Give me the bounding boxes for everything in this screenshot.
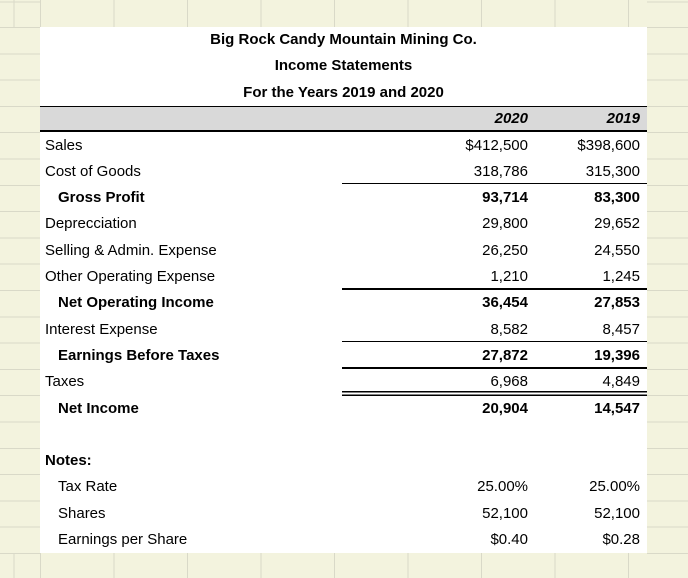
value-2019: $0.28: [602, 530, 640, 548]
value-2020: 25.00%: [477, 478, 528, 496]
value-2020: 27,872: [482, 346, 528, 364]
value-2019: 24,550: [594, 241, 640, 259]
year-header-2019: 2019: [606, 109, 640, 127]
value-2019: 29,652: [594, 215, 640, 233]
value-2019: 8,457: [602, 320, 640, 338]
margin-gridlines-left: [0, 0, 40, 578]
company-name: Big Rock Candy Mountain Mining Co.: [210, 31, 477, 48]
value-2019: 27,853: [594, 294, 640, 312]
table-row: Net Income 20,904 14,547: [40, 395, 647, 421]
value-2020: 52,100: [482, 504, 528, 522]
value-2020: 26,250: [482, 241, 528, 259]
value-2020: 29,800: [482, 215, 528, 233]
value-2020: 6,968: [490, 373, 528, 391]
row-label: Earnings per Share: [58, 530, 188, 548]
column-header-row: 2020 2019: [40, 105, 647, 132]
table-row: Cost of Goods 318,786 315,300: [40, 158, 647, 185]
blank-row: [40, 421, 647, 447]
table-row: Selling & Admin. Expense 26,250 24,550: [40, 237, 647, 263]
table-row: Deprecciation 29,800 29,652: [40, 211, 647, 237]
margin-gridlines-bottom: [0, 553, 688, 578]
value-2019: 1,245: [602, 268, 640, 286]
row-label: Gross Profit: [58, 189, 145, 207]
value-2019: $398,600: [577, 136, 640, 154]
value-2020: $0.40: [490, 530, 528, 548]
row-label: Net Income: [58, 399, 139, 417]
row-label: Sales: [45, 136, 83, 154]
row-label: Cost of Goods: [45, 162, 141, 180]
row-label: Shares: [58, 504, 106, 522]
row-label: Net Operating Income: [58, 294, 214, 312]
value-2020: 93,714: [482, 189, 528, 207]
value-2019: 315,300: [585, 162, 640, 180]
table-row: Tax Rate 25.00% 25.00%: [40, 474, 647, 500]
row-label: Deprecciation: [45, 215, 137, 233]
table-row: Interest Expense 8,582 8,457: [40, 316, 647, 343]
value-2019: 25.00%: [589, 478, 640, 496]
value-2019: 83,300: [594, 189, 640, 207]
value-2019: 52,100: [594, 504, 640, 522]
table-row: Earnings per Share $0.40 $0.28: [40, 526, 647, 552]
notes-heading-row: Notes:: [40, 447, 647, 473]
value-2020: 8,582: [490, 320, 528, 338]
table-row: Taxes 6,968 4,849: [40, 369, 647, 397]
row-label: Other Operating Expense: [45, 268, 216, 286]
income-statement-sheet: Big Rock Candy Mountain Mining Co. Incom…: [40, 27, 647, 553]
value-2020: $412,500: [465, 136, 528, 154]
report-title: Income Statements: [274, 57, 413, 75]
notes-heading: Notes:: [45, 452, 92, 470]
notes-rows: Tax Rate 25.00% 25.00% Shares 52,100 52,100 Ea…: [40, 474, 647, 553]
table-row: Net Operating Income 36,454 27,853: [40, 290, 647, 316]
table-row: Earnings Before Taxes 27,872 19,396: [40, 342, 647, 369]
value-2020: 20,904: [482, 399, 528, 417]
year-header-2020: 2020: [494, 109, 528, 127]
row-label: Earnings Before Taxes: [58, 346, 220, 364]
value-2019: 4,849: [602, 373, 640, 391]
table-row: Other Operating Expense 1,210 1,245: [40, 263, 647, 290]
row-label: Tax Rate: [58, 478, 118, 496]
margin-gridlines-right: [647, 0, 688, 578]
row-label: Interest Expense: [45, 320, 158, 338]
margin-gridlines-top: [0, 0, 688, 27]
statement-rows: Sales $412,500 $398,600 Cost of Goods 318,78…: [40, 132, 647, 421]
row-label: Taxes: [45, 373, 85, 391]
row-label: Selling & Admin. Expense: [45, 241, 217, 259]
report-period: For the Years 2019 and 2020: [243, 83, 444, 101]
value-2020: 36,454: [482, 294, 528, 312]
value-2020: 318,786: [473, 162, 528, 180]
value-2019: 14,547: [594, 399, 640, 417]
value-2019: 19,396: [594, 346, 640, 364]
value-2020: 1,210: [490, 268, 528, 286]
table-row: Shares 52,100 52,100: [40, 500, 647, 526]
table-row: Gross Profit 93,714 83,300: [40, 184, 647, 210]
table-row: Sales $412,500 $398,600: [40, 132, 647, 158]
